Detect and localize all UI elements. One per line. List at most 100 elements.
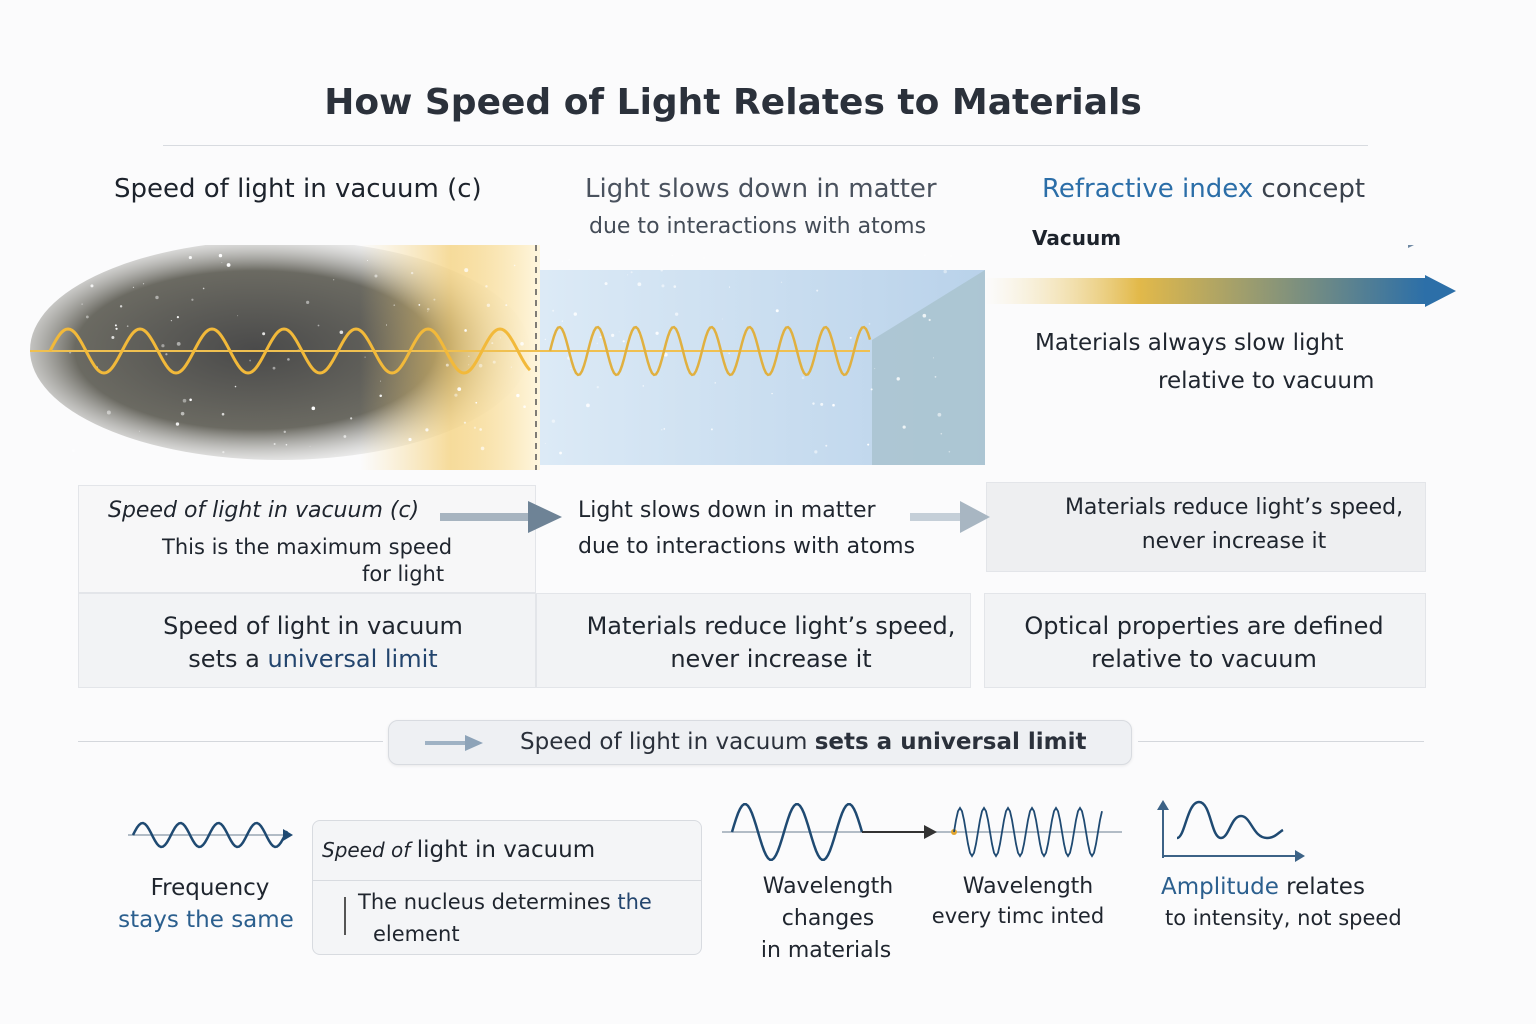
- star: [182, 398, 187, 403]
- star: [868, 323, 871, 325]
- star: [425, 428, 429, 432]
- star: [663, 428, 666, 430]
- star: [119, 305, 123, 308]
- flow-arrows: [440, 501, 990, 533]
- star: [728, 286, 731, 288]
- star: [661, 284, 665, 288]
- star: [812, 402, 815, 405]
- star: [950, 255, 952, 257]
- star: [410, 271, 414, 275]
- star: [464, 268, 469, 273]
- star: [721, 318, 723, 320]
- star: [520, 342, 524, 346]
- star: [380, 380, 382, 382]
- star: [948, 450, 951, 453]
- star: [367, 260, 369, 262]
- star: [801, 376, 805, 380]
- star: [552, 309, 555, 312]
- star: [573, 312, 578, 316]
- star: [464, 329, 467, 332]
- star: [599, 336, 602, 339]
- page-title: How Speed of Light Relates to Materials: [324, 82, 1142, 123]
- star: [142, 283, 145, 285]
- star: [176, 316, 180, 319]
- star: [475, 401, 478, 404]
- wavelength-label: Wavelength: [762, 874, 894, 899]
- star: [463, 421, 467, 424]
- star: [317, 324, 320, 327]
- frequency-label: Frequency: [150, 875, 270, 901]
- star: [126, 325, 129, 327]
- star: [924, 254, 926, 257]
- star: [523, 405, 526, 409]
- heading-matter: Light slows down in matter: [585, 174, 937, 204]
- light-wave-vacuum: [48, 327, 532, 375]
- star: [180, 411, 185, 416]
- star: [596, 385, 599, 389]
- cell-reduce: [986, 482, 1426, 572]
- cell-text: due to interactions with atoms: [578, 534, 916, 559]
- star: [596, 342, 598, 344]
- star: [658, 256, 660, 257]
- star: [820, 402, 824, 406]
- star: [604, 282, 608, 286]
- amplitude-label: to intensity, not speed: [1165, 906, 1402, 930]
- star: [618, 331, 620, 333]
- star: [339, 330, 344, 335]
- star: [334, 454, 336, 456]
- star: [427, 311, 429, 313]
- star: [393, 304, 396, 306]
- star: [176, 341, 181, 346]
- star: [221, 261, 223, 263]
- star: [283, 430, 286, 434]
- star: [544, 338, 546, 340]
- star: [559, 451, 562, 455]
- star: [491, 342, 494, 345]
- star: [486, 303, 491, 307]
- heading-vacuum: Speed of light in vacuum (c): [114, 174, 482, 204]
- star: [71, 449, 75, 453]
- star: [273, 442, 276, 445]
- wavelength-label-2: Wavelength: [962, 874, 1094, 899]
- star: [90, 284, 94, 288]
- star: [309, 445, 311, 447]
- star: [499, 337, 501, 339]
- star: [132, 286, 135, 288]
- banner-text: Speed of light in vacuum sets a universa…: [520, 729, 1087, 755]
- heading-refractive: Refractive index concept: [1042, 174, 1366, 204]
- star: [933, 357, 935, 359]
- star: [138, 430, 140, 432]
- star: [374, 274, 378, 278]
- star: [516, 393, 520, 398]
- star: [622, 340, 625, 343]
- star: [943, 269, 947, 274]
- star: [671, 254, 673, 257]
- star: [902, 425, 906, 429]
- star: [870, 388, 873, 391]
- star: [551, 419, 556, 423]
- arrow-right-icon: [960, 501, 990, 533]
- star: [832, 403, 835, 407]
- divider: [78, 741, 383, 742]
- star: [480, 446, 485, 451]
- summary-banner: [388, 720, 1132, 765]
- divider: [1138, 741, 1424, 742]
- star: [814, 450, 818, 454]
- star: [492, 360, 496, 364]
- star: [714, 382, 717, 384]
- star: [728, 352, 730, 355]
- star: [165, 353, 168, 356]
- star: [896, 377, 900, 381]
- star: [218, 253, 223, 258]
- star: [333, 279, 335, 281]
- amplitude-graph-icon: [1157, 800, 1305, 862]
- star: [222, 451, 225, 454]
- star: [505, 304, 508, 307]
- star: [468, 355, 470, 357]
- heading-matter-sub: due to interactions with atoms: [589, 214, 927, 239]
- materials-slow-text: Materials always slow light: [1035, 330, 1344, 356]
- star: [106, 410, 111, 415]
- star: [570, 367, 572, 370]
- arrow-right-icon: [528, 501, 562, 533]
- star: [637, 282, 642, 287]
